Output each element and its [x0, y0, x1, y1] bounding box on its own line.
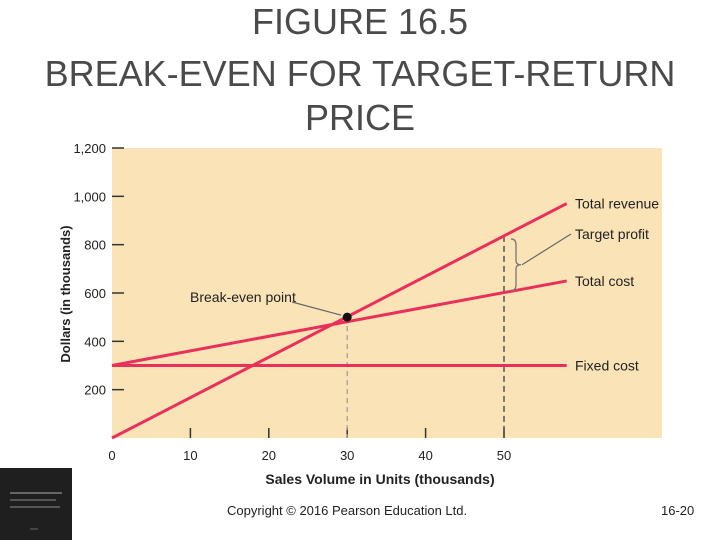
total-revenue-label: Total revenue — [575, 196, 659, 212]
book-cover-thumbnail — [0, 468, 72, 540]
y-tick-label: 400 — [84, 334, 106, 349]
figure-number: FIGURE 16.5 — [251, 1, 469, 42]
y-tick-label: 600 — [84, 286, 106, 301]
break-even-leader — [291, 301, 342, 316]
total-cost-label: Total cost — [575, 273, 634, 289]
x-axis-label: Sales Volume in Units (thousands) — [265, 471, 494, 487]
x-tick-label: 0 — [108, 448, 115, 463]
break-even-marker — [342, 312, 352, 322]
chart-title: BREAK-EVEN FOR TARGET-RETURN PRICE — [44, 53, 676, 138]
break-even-label: Break-even point — [190, 289, 296, 305]
x-tick-label: 50 — [497, 448, 511, 463]
target-profit-brace — [510, 238, 522, 292]
target-profit-leader — [521, 233, 572, 266]
y-tick-label: 200 — [84, 383, 106, 398]
x-tick-label: 30 — [340, 448, 354, 463]
y-tick-label: 800 — [84, 238, 106, 253]
slide-number: 16-20 — [661, 503, 695, 518]
total-revenue-line — [111, 202, 568, 440]
fixed-cost-label: Fixed cost — [575, 358, 639, 374]
y-axis-label: Dollars (in thousands) — [58, 225, 73, 362]
x-tick-label: 10 — [183, 448, 197, 463]
y-tick-label: 1,200 — [73, 141, 106, 156]
x-tick-label: 40 — [418, 448, 432, 463]
copyright-text: Copyright © 2016 Pearson Education Ltd. — [227, 503, 468, 518]
target-profit-label: Target profit — [575, 226, 649, 242]
y-tick-label: 1,000 — [73, 189, 106, 204]
total-cost-line — [111, 279, 567, 367]
x-tick-label: 20 — [262, 448, 276, 463]
